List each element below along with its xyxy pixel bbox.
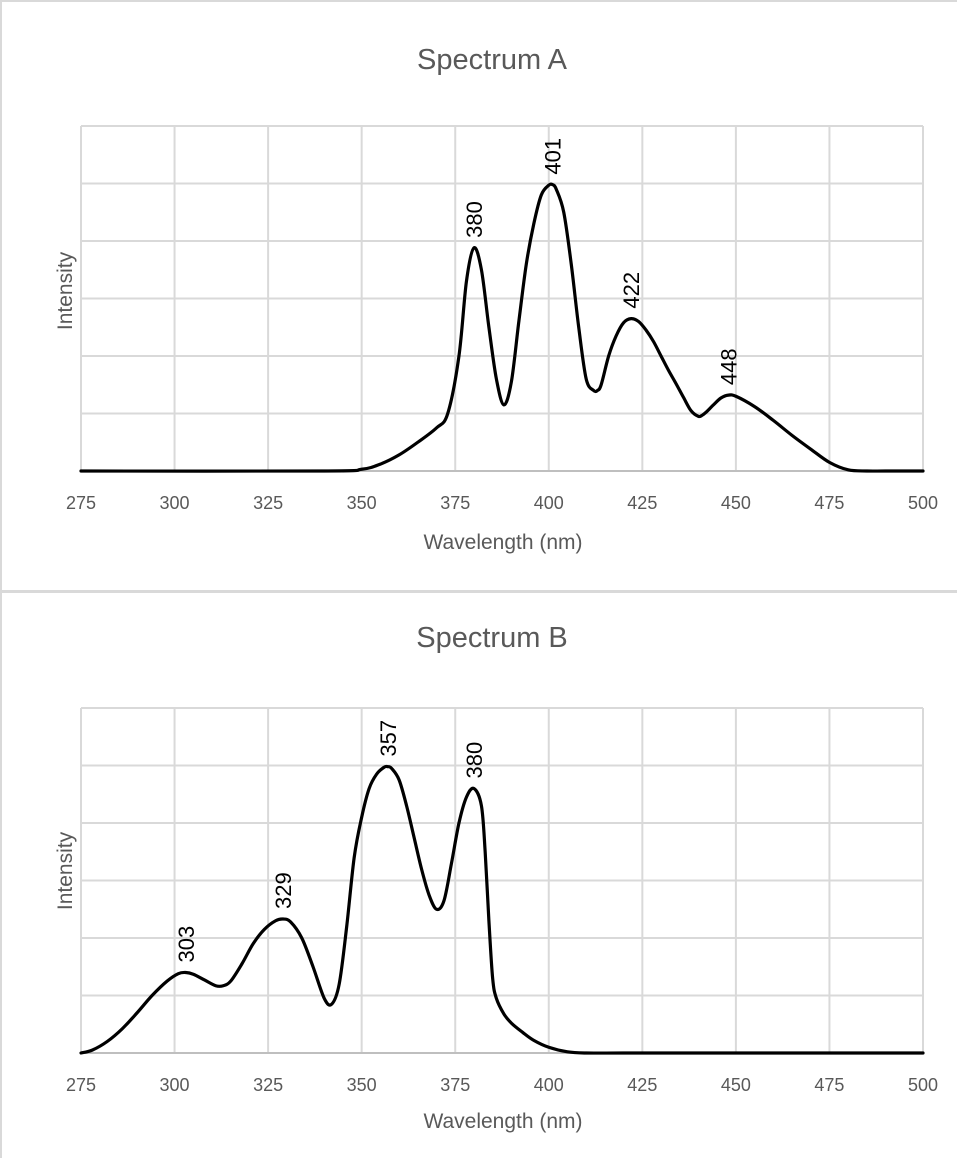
x-tick-label: 475 <box>814 493 844 513</box>
y-axis-label: Intensity <box>54 831 77 910</box>
peak-label: 329 <box>271 872 296 909</box>
x-tick-label: 425 <box>627 493 657 513</box>
peak-label: 380 <box>462 742 487 779</box>
x-axis-label: Wavelength (nm) <box>423 531 582 554</box>
x-tick-label: 275 <box>66 1075 96 1095</box>
x-tick-label: 300 <box>160 493 190 513</box>
x-tick-labels: 275 300 325 350 375 400 425 450 475 500 <box>66 493 938 513</box>
chart-panel-spectrum-b: Spectrum B Intensity 275 300 325 350 375 400 4… <box>0 590 957 1158</box>
chart-title: Spectrum A <box>417 44 568 76</box>
x-tick-label: 425 <box>627 1075 657 1095</box>
gridlines <box>80 707 924 1054</box>
y-axis-label: Intensity <box>54 251 77 330</box>
x-tick-label: 350 <box>347 493 377 513</box>
x-axis-label: Wavelength (nm) <box>423 1110 582 1133</box>
x-tick-label: 500 <box>908 493 938 513</box>
peak-labels: 380 401 422 448 <box>462 138 742 385</box>
x-tick-label: 325 <box>253 493 283 513</box>
peak-label: 422 <box>619 272 644 309</box>
x-tick-labels: 275 300 325 350 375 400 425 450 475 500 <box>66 1075 938 1095</box>
peak-label: 401 <box>541 138 566 175</box>
chart-panel-spectrum-a: Spectrum A Intensity 275 300 325 350 375 400 4… <box>0 0 957 590</box>
x-tick-label: 300 <box>160 1075 190 1095</box>
chart-title: Spectrum B <box>416 622 568 654</box>
x-tick-label: 375 <box>440 1075 470 1095</box>
x-tick-label: 400 <box>534 493 564 513</box>
x-tick-label: 450 <box>721 1075 751 1095</box>
peak-label: 357 <box>376 720 401 757</box>
gridlines <box>80 125 924 472</box>
x-tick-label: 275 <box>66 493 96 513</box>
chart-svg-spectrum-a: Spectrum A Intensity 275 300 325 350 375 400 4… <box>54 44 938 554</box>
x-tick-label: 400 <box>534 1075 564 1095</box>
spectrum-line <box>79 182 925 473</box>
spectrum-line <box>79 764 925 1055</box>
x-tick-label: 350 <box>347 1075 377 1095</box>
x-tick-label: 325 <box>253 1075 283 1095</box>
peak-label: 448 <box>716 348 741 385</box>
x-tick-label: 375 <box>440 493 470 513</box>
peak-label: 303 <box>174 926 199 963</box>
x-tick-label: 500 <box>908 1075 938 1095</box>
peak-label: 380 <box>462 201 487 238</box>
peak-labels: 303 329 357 380 <box>174 720 487 963</box>
x-tick-label: 475 <box>814 1075 844 1095</box>
x-tick-label: 450 <box>721 493 751 513</box>
chart-svg-spectrum-b: Spectrum B Intensity 275 300 325 350 375 400 4… <box>54 622 938 1133</box>
